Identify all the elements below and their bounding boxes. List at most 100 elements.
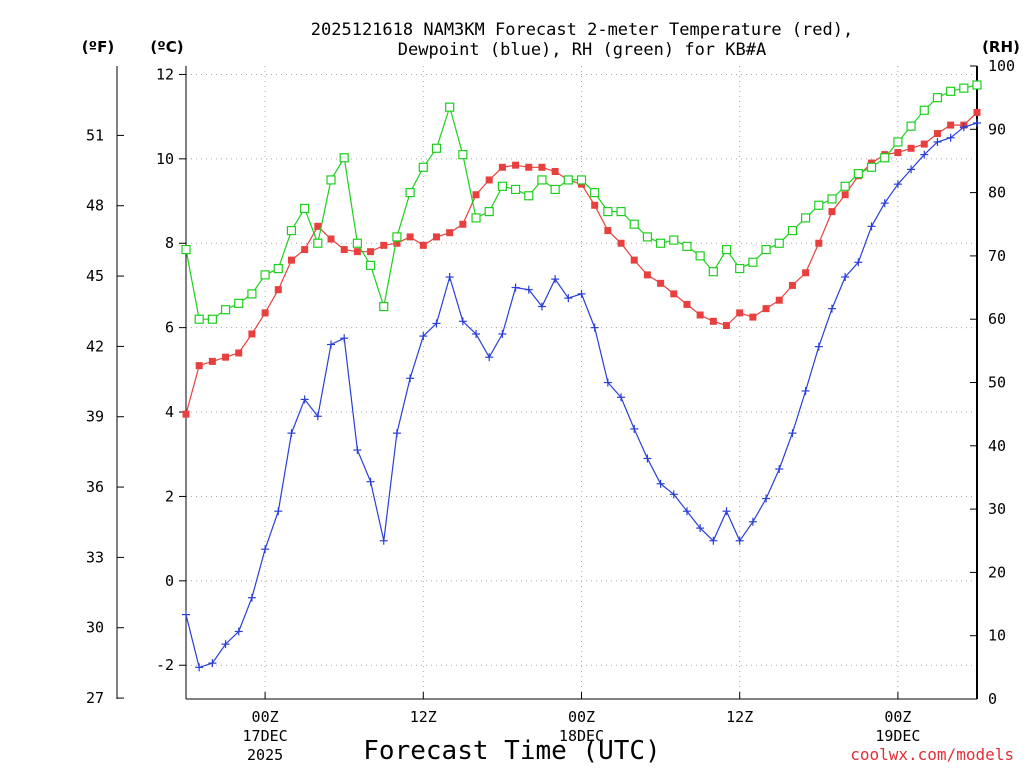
data-point	[208, 357, 216, 365]
data-point	[445, 102, 455, 112]
data-point	[484, 206, 494, 217]
data-point	[511, 283, 520, 292]
data-point	[761, 244, 771, 255]
data-point	[234, 627, 243, 636]
data-point	[471, 213, 481, 223]
data-point	[932, 93, 943, 103]
data-point	[392, 429, 401, 438]
data-point	[919, 105, 929, 115]
data-point	[748, 257, 758, 267]
data-point	[340, 246, 348, 254]
data-point	[365, 260, 376, 270]
data-point	[946, 133, 955, 142]
data-point	[247, 593, 256, 602]
data-point	[181, 244, 191, 255]
data-point	[682, 241, 692, 252]
data-point	[524, 285, 533, 294]
data-point	[880, 153, 890, 163]
data-point	[801, 386, 810, 395]
data-point	[327, 340, 336, 349]
rh-unit-label: (RH)	[982, 38, 1020, 56]
data-point	[696, 524, 705, 533]
rh-tick-label: 40	[988, 437, 1006, 455]
celsius-tick-label: 0	[165, 572, 174, 590]
data-point	[696, 311, 704, 319]
data-point	[432, 319, 441, 328]
data-point	[722, 507, 731, 516]
series-line	[185, 84, 978, 320]
grid-lines	[186, 66, 977, 699]
rh-tick-label: 50	[988, 374, 1006, 392]
data-point	[709, 536, 718, 545]
data-point	[788, 281, 796, 289]
data-point	[393, 239, 401, 247]
data-point	[774, 238, 784, 248]
data-point	[551, 275, 560, 284]
data-point	[313, 238, 323, 248]
data-point	[247, 289, 257, 299]
data-point	[366, 477, 375, 486]
data-point	[907, 165, 916, 174]
data-point	[287, 256, 295, 264]
data-point	[195, 362, 203, 370]
data-point	[576, 175, 587, 185]
fahrenheit-tick-label: 33	[86, 548, 104, 566]
data-point	[300, 395, 309, 404]
data-point	[947, 121, 955, 129]
data-point	[274, 286, 282, 294]
data-point	[946, 86, 956, 96]
data-point	[695, 251, 705, 261]
celsius-unit-label: (ºC)	[150, 38, 183, 56]
data-point	[775, 465, 784, 474]
data-point	[313, 412, 322, 421]
data-point	[222, 353, 230, 361]
data-point	[287, 429, 296, 438]
data-point	[220, 305, 231, 315]
data-point	[459, 220, 467, 228]
data-point	[814, 200, 824, 210]
data-point	[827, 304, 836, 313]
data-point	[617, 239, 625, 247]
data-point	[920, 140, 928, 148]
data-point	[273, 263, 283, 274]
data-point	[959, 83, 969, 93]
data-point	[590, 323, 599, 332]
data-point	[194, 314, 204, 324]
chart-title-line1: 2025121618 NAM3KM Forecast 2-meter Tempe…	[311, 20, 853, 40]
data-point	[234, 298, 244, 308]
data-point	[353, 446, 362, 455]
data-point	[723, 322, 731, 330]
x-tick-label: 12Z	[726, 708, 753, 726]
data-point	[642, 232, 653, 242]
data-point	[643, 271, 651, 279]
data-point	[314, 222, 322, 230]
data-point	[260, 270, 270, 280]
data-point	[445, 273, 454, 281]
x-tick-label: 12Z	[410, 708, 437, 726]
rh-tick-label: 90	[988, 120, 1006, 138]
data-point	[735, 536, 744, 545]
data-point	[802, 269, 810, 277]
data-point	[510, 184, 521, 195]
data-point	[208, 659, 217, 668]
fahrenheit-tick-label: 30	[86, 619, 104, 637]
x-tick-label: 00Z	[568, 708, 595, 726]
data-point	[973, 118, 981, 127]
site-credit: coolwx.com/models	[850, 745, 1014, 764]
data-point	[721, 244, 732, 255]
data-point	[538, 163, 546, 171]
rh-tick-label: 10	[988, 627, 1006, 645]
data-point	[709, 317, 717, 325]
data-point	[762, 494, 771, 503]
series-layer	[181, 80, 982, 672]
data-point	[380, 241, 388, 249]
fahrenheit-tick-label: 48	[86, 197, 104, 215]
celsius-tick-label: 8	[165, 234, 174, 252]
data-point	[406, 374, 415, 383]
data-point	[563, 175, 573, 185]
fahrenheit-tick-label: 51	[86, 126, 104, 144]
data-point	[221, 640, 230, 649]
data-point	[933, 130, 941, 138]
fahrenheit-tick-label: 39	[86, 408, 104, 426]
